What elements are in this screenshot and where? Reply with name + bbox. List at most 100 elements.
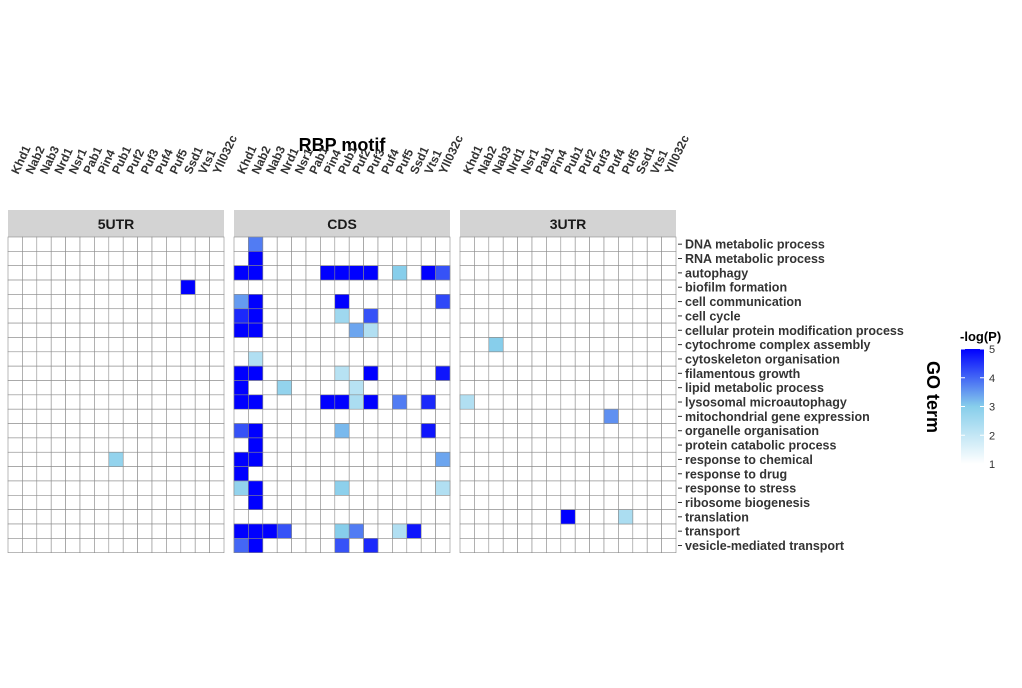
heatmap-cell [151, 322, 167, 338]
y-tick-lipid-metabolic-process: lipid metabolic process [685, 381, 824, 395]
heatmap-cell [79, 394, 95, 410]
heatmap-cell [36, 509, 52, 525]
heatmap-cell [320, 437, 336, 453]
heatmap-cell-filled [248, 394, 264, 410]
heatmap-cell [108, 466, 124, 482]
heatmap-cell [661, 236, 677, 252]
heatmap-cell [348, 494, 364, 510]
heatmap-cell [646, 394, 662, 410]
heatmap-cell [632, 408, 648, 424]
heatmap-cell [305, 251, 321, 267]
heatmap-cell [459, 251, 475, 267]
y-tick-dna-metabolic-process: DNA metabolic process [685, 238, 825, 252]
heatmap-cell [276, 538, 292, 553]
heatmap-cell [363, 236, 379, 252]
heatmap-cell [589, 466, 605, 482]
heatmap-cell [661, 451, 677, 467]
heatmap-cell [646, 322, 662, 338]
heatmap-cell-filled [233, 538, 249, 553]
heatmap-cell [7, 480, 23, 496]
heatmap-cell [488, 538, 504, 553]
heatmap-cell [320, 466, 336, 482]
heatmap-cell [94, 236, 110, 252]
heatmap-cell [276, 480, 292, 496]
heatmap-cell [137, 380, 153, 396]
heatmap-cell-filled [248, 351, 264, 367]
heatmap-cell [50, 466, 66, 482]
heatmap-cell [276, 423, 292, 439]
panel-3utr: 3UTRKhd1Nab2Nab3Nrd1Nsr1Pab1Pin4Pub1Puf2… [459, 133, 692, 553]
heatmap-cell [276, 265, 292, 281]
heatmap-cell [348, 538, 364, 553]
heatmap-cell [531, 322, 547, 338]
heatmap-cell [377, 509, 393, 525]
heatmap-cell [276, 437, 292, 453]
heatmap-cell [166, 380, 182, 396]
heatmap-cell-filled [248, 265, 264, 281]
heatmap-cell-filled [488, 337, 504, 353]
heatmap-cell [122, 380, 138, 396]
heatmap-cell [94, 365, 110, 381]
heatmap-cell-filled [233, 308, 249, 324]
heatmap-cell [406, 294, 422, 310]
heatmap-cell [209, 337, 225, 353]
heatmap-cell [435, 538, 451, 553]
heatmap-cell [262, 394, 278, 410]
heatmap-cell [435, 494, 451, 510]
heatmap-cell [420, 494, 436, 510]
heatmap-cell-filled [334, 365, 350, 381]
panel-5utr: 5UTRKhd1Nab2Nab3Nrd1Nsr1Pab1Pin4Pub1Puf2… [7, 133, 240, 553]
heatmap-cell [531, 423, 547, 439]
heatmap-cell [108, 538, 124, 553]
heatmap-cell-filled [233, 466, 249, 482]
heatmap-cell-filled [248, 494, 264, 510]
heatmap-cell [151, 351, 167, 367]
heatmap-cell [632, 294, 648, 310]
heatmap-cell [502, 509, 518, 525]
strip-label-cds: CDS [327, 216, 357, 232]
heatmap-cell [79, 423, 95, 439]
heatmap-cell [137, 265, 153, 281]
heatmap-cell [151, 279, 167, 295]
heatmap-cell [262, 365, 278, 381]
heatmap-cell [65, 466, 81, 482]
heatmap-cell [646, 509, 662, 525]
heatmap-cell [531, 451, 547, 467]
heatmap-cell [137, 365, 153, 381]
heatmap-cell [36, 523, 52, 539]
heatmap-cell [488, 423, 504, 439]
heatmap-cell [22, 365, 38, 381]
heatmap-cell [79, 509, 95, 525]
heatmap-cell [502, 437, 518, 453]
heatmap-cell [646, 337, 662, 353]
heatmap-cell [618, 365, 634, 381]
heatmap-cell-filled [248, 423, 264, 439]
heatmap-cell [406, 337, 422, 353]
heatmap-cell [348, 236, 364, 252]
heatmap-cell [420, 380, 436, 396]
heatmap-cell-filled [603, 408, 619, 424]
heatmap-cell-filled [262, 523, 278, 539]
heatmap-cell [65, 236, 81, 252]
heatmap-cell [248, 408, 264, 424]
heatmap-cell [291, 380, 307, 396]
heatmap-cell [603, 480, 619, 496]
heatmap-cell [661, 294, 677, 310]
heatmap-cell [589, 394, 605, 410]
heatmap-cell [151, 408, 167, 424]
heatmap-cell [262, 380, 278, 396]
heatmap-cell [209, 279, 225, 295]
heatmap-cell [517, 437, 533, 453]
heatmap-cell [50, 251, 66, 267]
heatmap-cell [406, 251, 422, 267]
heatmap-cell [406, 408, 422, 424]
heatmap-cell [517, 251, 533, 267]
heatmap-cell [151, 523, 167, 539]
heatmap-cell [209, 251, 225, 267]
heatmap-cell-filled [435, 294, 451, 310]
heatmap-cell [661, 394, 677, 410]
heatmap-cell [50, 236, 66, 252]
heatmap-cell [50, 408, 66, 424]
y-tick-response-to-chemical: response to chemical [685, 453, 813, 467]
